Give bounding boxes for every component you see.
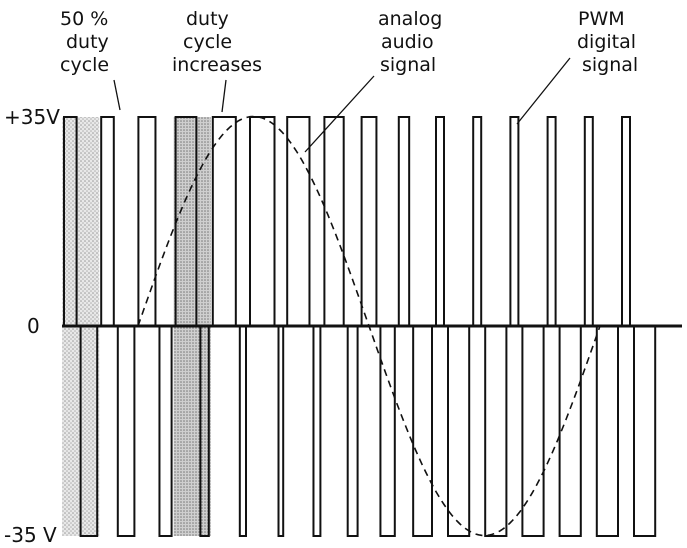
annotation-line: audio bbox=[381, 31, 434, 53]
pwm-pulse bbox=[621, 116, 657, 537]
voltage-label-zero: 0 bbox=[27, 314, 40, 338]
pwm-pulse bbox=[583, 116, 619, 537]
pwm-pulse bbox=[63, 116, 99, 537]
annotation-line: cycle bbox=[183, 31, 232, 53]
pwm-pulse bbox=[472, 116, 508, 537]
annotation-line: signal bbox=[582, 54, 638, 76]
annotation-line: duty bbox=[186, 8, 229, 30]
annotation-line: cycle bbox=[60, 54, 109, 76]
annotation-line: signal bbox=[380, 54, 436, 76]
pwm-pulse bbox=[286, 116, 322, 537]
leader-line bbox=[304, 75, 375, 153]
pwm-pulse bbox=[397, 116, 433, 537]
pwm-pulse bbox=[137, 116, 173, 537]
pwm-pulse bbox=[100, 116, 136, 537]
leader-line bbox=[113, 79, 121, 111]
pwm-pulse-train bbox=[63, 116, 657, 537]
annotation-50-duty-cycle: 50 % duty cycle bbox=[60, 8, 121, 111]
annotation-line: 50 % bbox=[60, 8, 108, 30]
leader-line bbox=[516, 57, 571, 125]
pwm-pulse bbox=[211, 116, 247, 537]
annotation-analog-audio-signal: analog audio signal bbox=[304, 8, 442, 153]
voltage-label-bottom: -35 V bbox=[4, 523, 57, 547]
annotation-line: duty bbox=[66, 31, 109, 53]
pwm-pulse bbox=[509, 116, 545, 537]
annotation-duty-cycle-increases: duty cycle increases bbox=[172, 8, 262, 113]
analog-audio-signal-curve bbox=[137, 115, 601, 537]
pwm-pulse bbox=[360, 116, 396, 537]
annotation-line: digital bbox=[577, 31, 636, 53]
annotation-pwm-digital-signal: PWM digital signal bbox=[516, 8, 638, 125]
annotation-line: analog bbox=[378, 8, 442, 30]
annotation-line: increases bbox=[172, 54, 262, 76]
pwm-pulse bbox=[323, 116, 359, 537]
pwm-pulse bbox=[249, 116, 285, 537]
pwm-pulse bbox=[546, 116, 582, 537]
annotation-line: PWM bbox=[578, 8, 625, 30]
voltage-label-top: +35V bbox=[4, 105, 60, 129]
pwm-pulse bbox=[435, 116, 471, 537]
leader-line bbox=[221, 79, 227, 113]
